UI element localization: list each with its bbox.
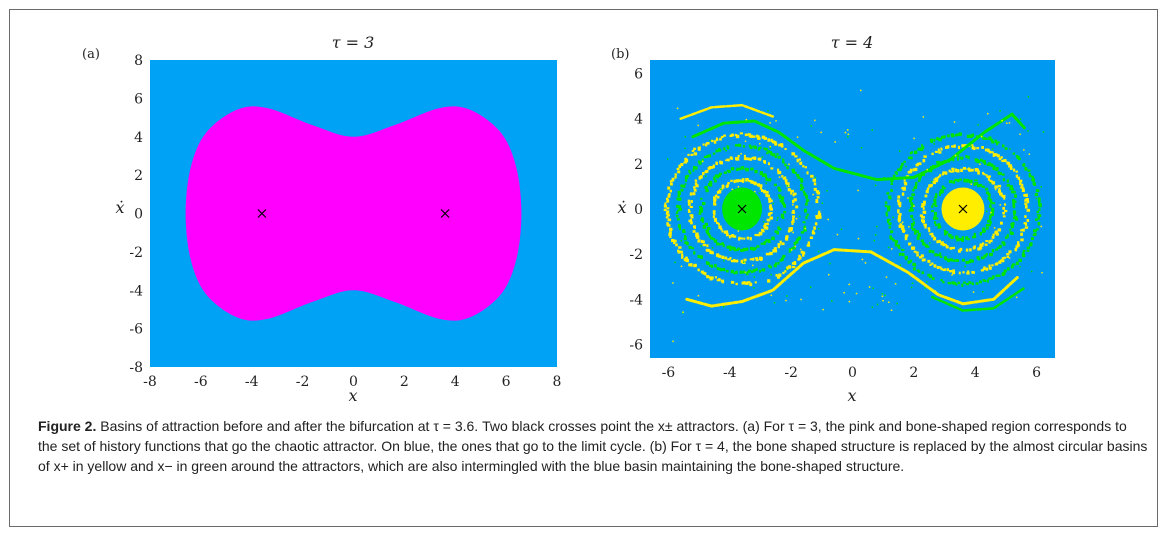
- panel-b-y-tick-label: -2: [629, 247, 643, 263]
- panel-a-y-tick-label: -4: [129, 283, 143, 299]
- panel-a-y-tick-label: 4: [134, 130, 143, 146]
- panel-a-axes: -8 -6 -4 -2 0 2 4 6 8 -8 -6 -4 -2 0 2 4 6 8: [129, 53, 561, 390]
- panel-a-label: (a): [82, 47, 100, 62]
- panel-b-x-tick-label: 4: [971, 365, 980, 381]
- panel-b-x-tick-label: 0: [848, 365, 857, 381]
- x-minus-side-ring: [687, 154, 799, 265]
- panel-b-x-tick-label: 2: [909, 365, 918, 381]
- separatrix-band-bottom-right: [931, 286, 1026, 312]
- separatrix-band-lower: [685, 248, 1020, 308]
- panel-a-y-tick-label: -8: [129, 360, 143, 376]
- panel-a-x-tick-label: -8: [143, 374, 157, 390]
- panel-b-title: τ = 4: [831, 33, 874, 52]
- panel-b: -6 -4 -2 0 2 4 6 -6 -4 -2 0 2 4 6 (b) τ = 4 x ẋ: [611, 33, 1055, 405]
- x-minus-side-ring: [698, 166, 787, 252]
- panel-a-x-tick-label: -4: [245, 374, 259, 390]
- panel-a-x-tick-label: 8: [553, 374, 562, 390]
- panel-a: -8 -6 -4 -2 0 2 4 6 8 -8 -6 -4 -2 0 2 4 6 8 (a) τ = 3 x ẋ: [82, 33, 561, 405]
- figure-caption: Figure 2. Basins of attraction before an…: [38, 416, 1148, 476]
- panel-a-x-tick-label: 2: [400, 374, 409, 390]
- panel-b-y-tick-label: 4: [634, 112, 643, 128]
- panel-a-y-axis-label: ẋ: [115, 198, 124, 217]
- panel-b-y-tick-label: 0: [634, 202, 643, 218]
- panel-b-x-tick-label: -6: [662, 365, 676, 381]
- panel-b-x-tick-label: -2: [784, 365, 798, 381]
- scattered-speckles: [667, 89, 1045, 343]
- caption-text: Basins of attraction before and after th…: [38, 418, 1152, 474]
- panel-b-label: (b): [611, 47, 629, 62]
- x-plus-side-ring: [897, 143, 1031, 275]
- attractor-marker-x-minus: [737, 204, 747, 214]
- panel-b-x-tick-label: -4: [723, 365, 737, 381]
- panel-b-y-tick-label: -6: [629, 337, 643, 353]
- panel-a-y-tick-label: 8: [134, 53, 143, 69]
- panel-b-y-axis-label: ẋ: [617, 198, 626, 217]
- caption-label: Figure 2.: [38, 418, 97, 434]
- attractor-marker-x-minus: [257, 209, 267, 218]
- panel-b-x-tick-label: 6: [1032, 365, 1041, 381]
- panel-b-x-axis-label: x: [847, 386, 856, 405]
- attractor-marker-x-plus: [958, 204, 968, 214]
- x-plus-side-ring: [884, 132, 1042, 287]
- x-minus-side-ring: [675, 143, 810, 276]
- panel-b-plot-area: [650, 60, 1055, 358]
- attractor-marker-x-plus: [440, 209, 450, 218]
- panel-b-intermingled-basins: [663, 89, 1045, 343]
- panel-a-x-tick-label: -2: [296, 374, 310, 390]
- separatrix-band-top-left: [679, 103, 774, 120]
- panel-b-y-tick-label: 6: [634, 67, 643, 83]
- panel-a-x-tick-label: -6: [194, 374, 208, 390]
- panel-a-y-tick-label: 0: [134, 207, 143, 223]
- panel-a-y-tick-label: 6: [134, 91, 143, 107]
- panel-a-x-axis-label: x: [348, 386, 357, 405]
- x-plus-side-ring: [931, 178, 996, 242]
- panel-b-axes: -6 -4 -2 0 2 4 6 -6 -4 -2 0 2 4 6: [629, 67, 1041, 381]
- panel-a-title: τ = 3: [332, 33, 375, 52]
- panel-a-x-tick-label: 0: [349, 374, 358, 390]
- panel-b-y-tick-label: 2: [634, 157, 643, 173]
- panel-b-y-tick-label: -4: [629, 292, 643, 308]
- figure-canvas: -8 -6 -4 -2 0 2 4 6 8 -8 -6 -4 -2 0 2 4 6 8 (a) τ = 3 x ẋ…: [82, 33, 1055, 405]
- chaotic-attractor-basin-region: [185, 106, 522, 321]
- panel-a-y-tick-label: -6: [129, 322, 143, 338]
- panel-a-x-tick-label: 6: [502, 374, 511, 390]
- panel-a-x-tick-label: 4: [451, 374, 460, 390]
- x-minus-side-ring: [712, 178, 773, 241]
- x-plus-side-ring: [919, 166, 1008, 253]
- x-minus-side-ring: [663, 132, 822, 287]
- panel-a-y-tick-label: 2: [134, 168, 143, 184]
- panel-a-y-tick-label: -2: [129, 245, 143, 261]
- separatrix-band-upper: [691, 112, 1026, 182]
